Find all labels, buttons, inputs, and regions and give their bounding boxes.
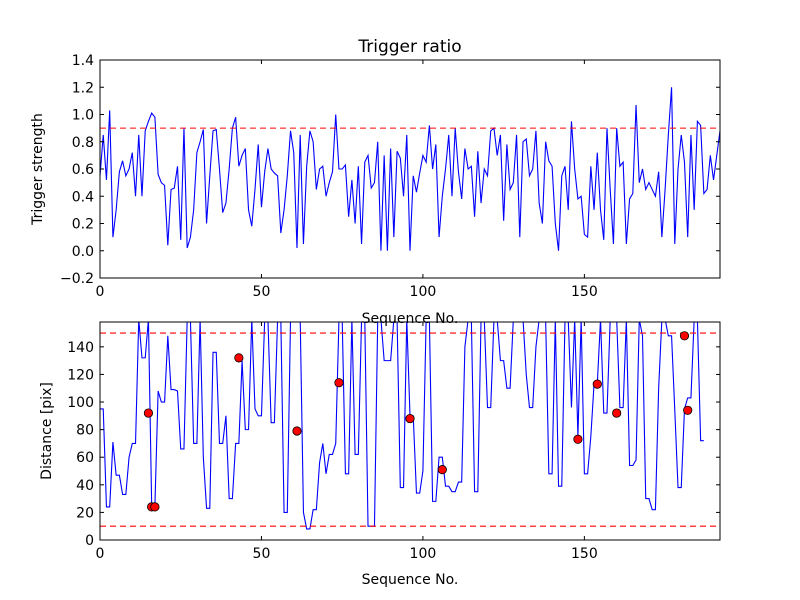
x-tick-label-0-1: 50 <box>253 284 271 300</box>
marker-point-10 <box>612 408 622 418</box>
y-tick-label-1-3: 60 <box>76 450 94 466</box>
marker-point-5 <box>334 378 344 388</box>
y-tick-label-1-7: 140 <box>67 340 94 356</box>
y-tick-label-1-1: 20 <box>76 505 94 521</box>
x-tick-label-1-1: 50 <box>253 546 271 562</box>
marker-point-9 <box>592 379 602 389</box>
y-tick-label-0-1: 0.0 <box>72 244 94 260</box>
x-tick-label-0-3: 150 <box>571 284 598 300</box>
y-tick-label-1-2: 40 <box>76 478 94 494</box>
y-tick-label-0-6: 1.0 <box>72 108 94 124</box>
y-tick-label-1-5: 100 <box>67 395 94 411</box>
marker-point-3 <box>234 353 244 363</box>
marker-point-7 <box>437 465 447 475</box>
marker-point-6 <box>405 413 415 424</box>
y-tick-label-0-4: 0.6 <box>72 162 94 178</box>
bottom-x-axis-label: Sequence No. <box>362 572 459 588</box>
y-tick-label-0-8: 1.4 <box>72 53 94 69</box>
y-tick-label-0-3: 0.4 <box>72 189 94 205</box>
marker-point-2 <box>150 502 160 512</box>
marker-point-8 <box>573 434 583 444</box>
marker-point-4 <box>292 426 302 436</box>
y-tick-label-1-4: 80 <box>76 423 94 439</box>
top-y-axis-label: Trigger strength <box>30 113 46 226</box>
distance-panel: Sequence No. Distance [pix] 0 50 100 150 0 20… <box>39 321 721 588</box>
y-tick-label-0-0: −0.2 <box>60 271 94 287</box>
plot-area-0 <box>100 87 720 251</box>
series-line-1-0 <box>100 322 704 530</box>
y-tick-label-0-2: 0.2 <box>72 217 94 233</box>
marker-point-12 <box>683 405 693 415</box>
y-tick-label-0-7: 1.2 <box>72 80 94 96</box>
y-tick-label-1-6: 120 <box>67 367 94 383</box>
x-tick-label-0-2: 100 <box>410 284 437 300</box>
marker-point-11 <box>679 331 690 341</box>
x-tick-label-1-3: 150 <box>571 546 598 562</box>
bottom-y-axis-label: Distance [pix] <box>39 382 55 480</box>
top-chart-title: Trigger ratio <box>357 37 461 57</box>
y-tick-label-1-0: 0 <box>85 533 94 549</box>
series-line-0-0 <box>100 87 720 251</box>
top-x-axis-label: Sequence No. <box>362 311 459 327</box>
y-tick-label-0-5: 0.8 <box>72 135 94 151</box>
plot-area-1 <box>100 322 720 530</box>
x-tick-label-0-0: 0 <box>96 284 105 300</box>
x-tick-label-1-2: 100 <box>410 546 437 562</box>
axes-frame-1 <box>99 321 721 541</box>
x-tick-label-1-0: 0 <box>96 546 105 562</box>
marker-point-0 <box>143 408 154 418</box>
trigger-ratio-panel: Trigger ratio Sequence No. Trigger stren… <box>30 37 721 327</box>
